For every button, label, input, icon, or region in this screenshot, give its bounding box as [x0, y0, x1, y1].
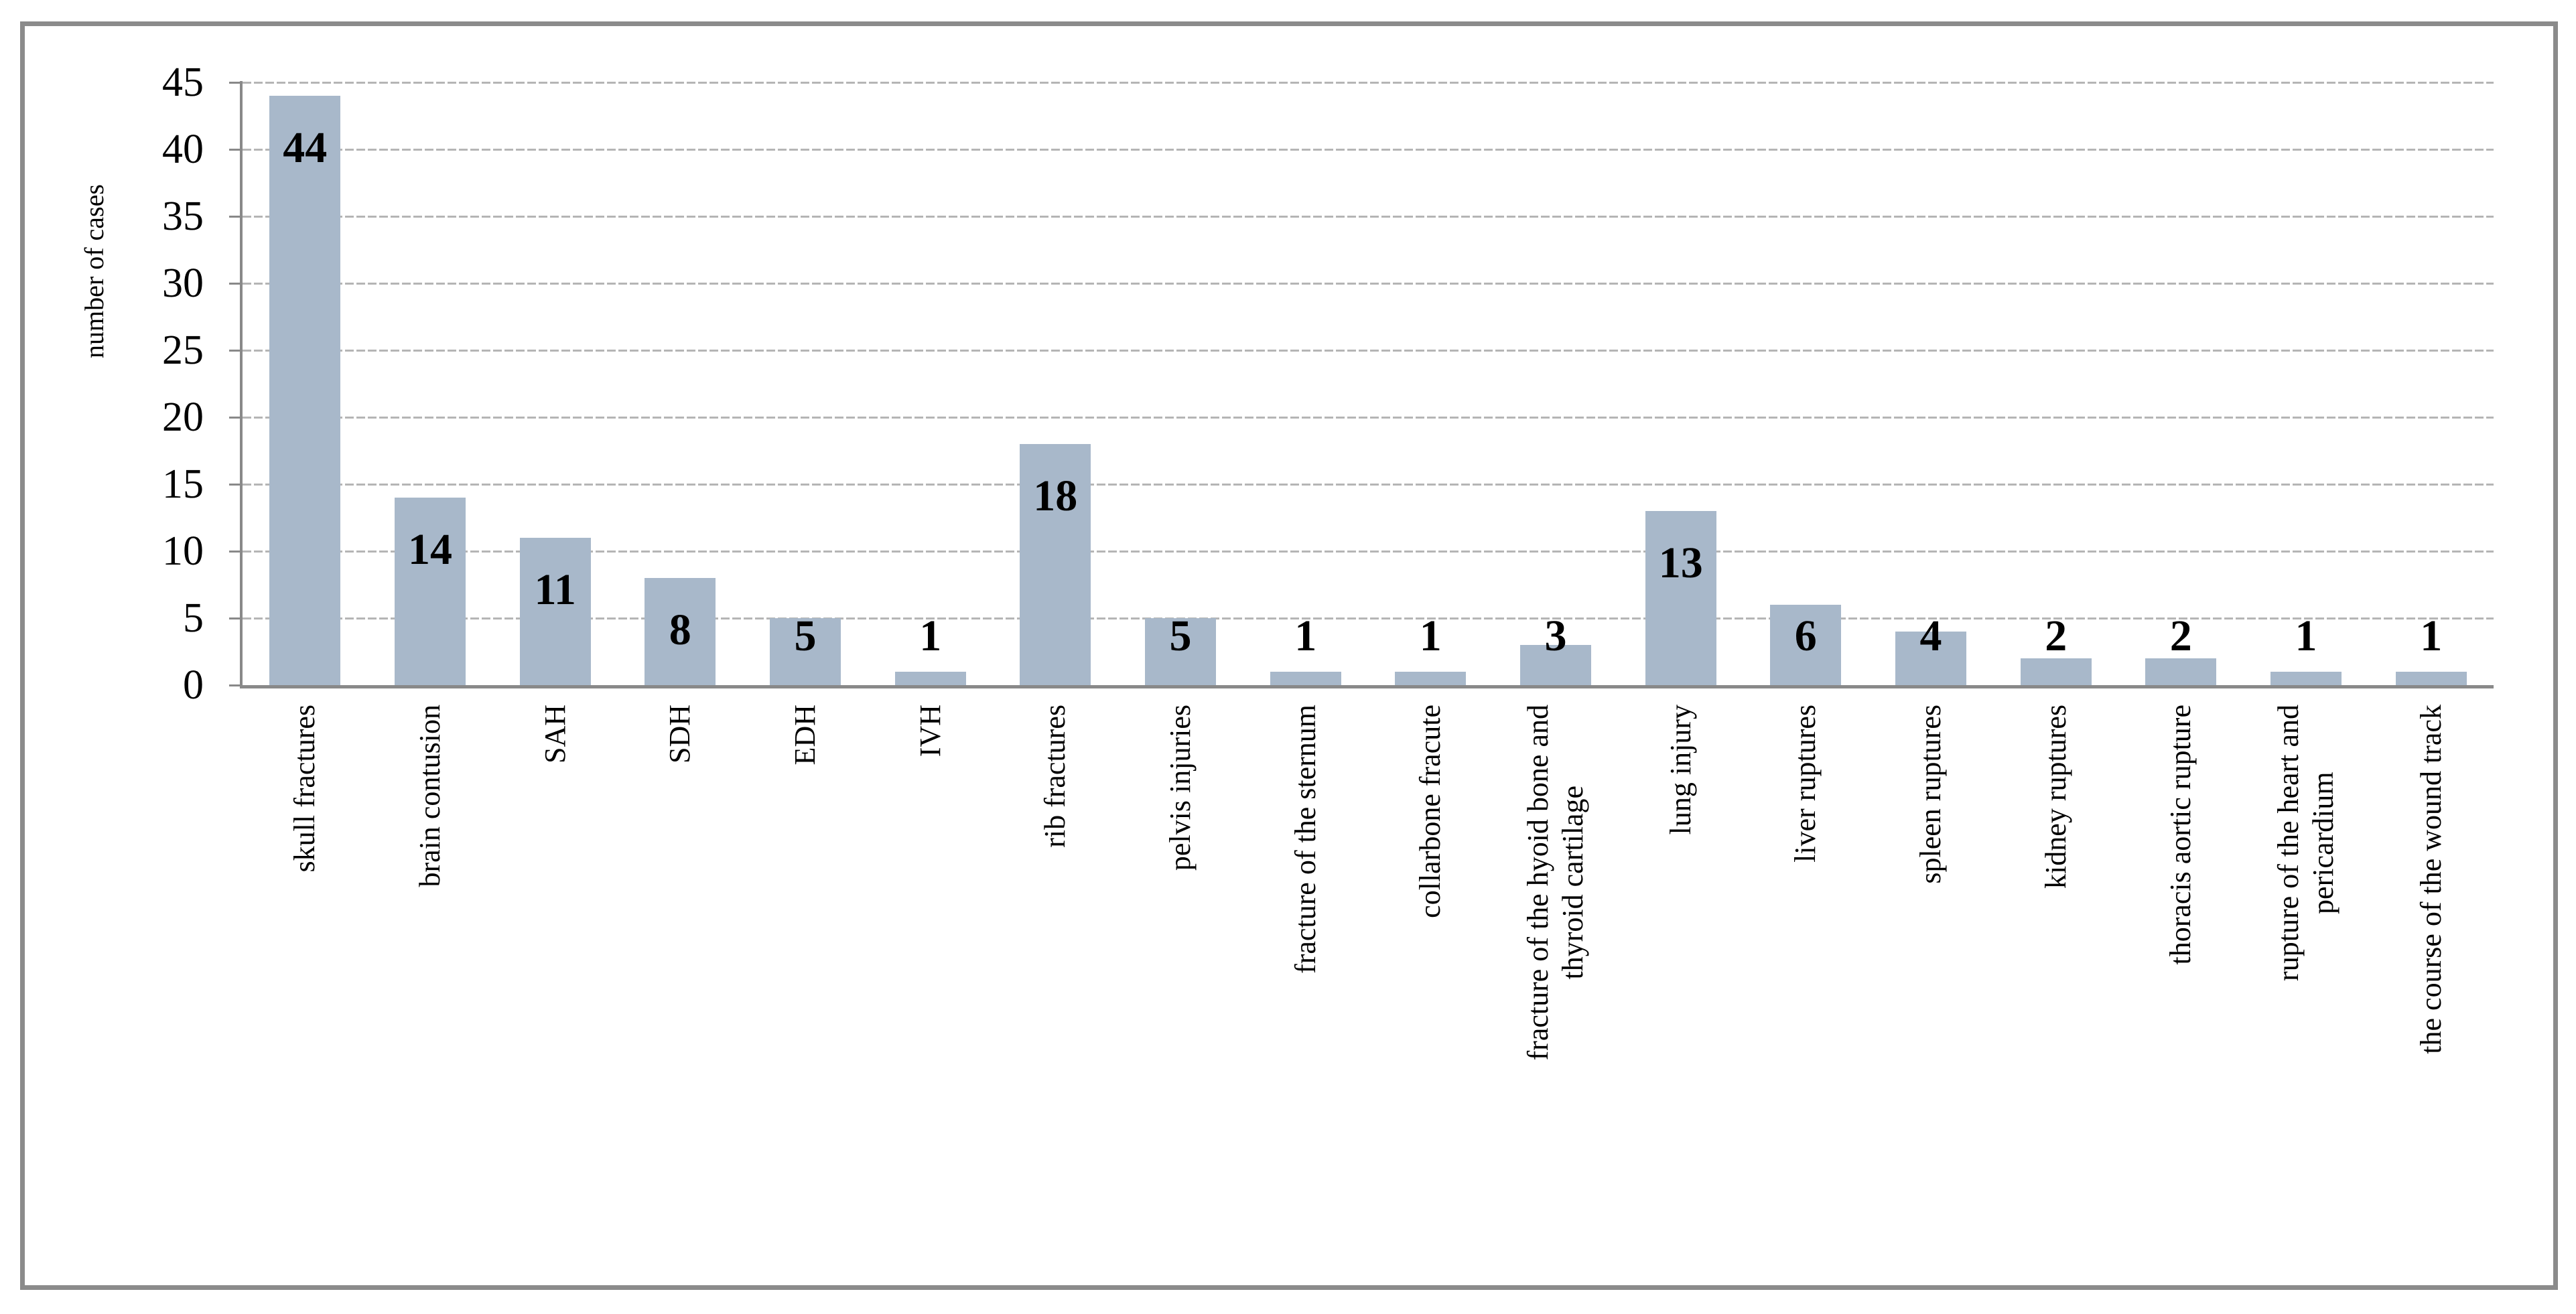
x-category-label: fracture of the hyoid bone and thyroid c… — [1521, 705, 1589, 1061]
x-category-label: rib fractures — [1038, 705, 1072, 848]
bar-value-label: 4 — [1919, 611, 1942, 660]
y-tick-label-0: 0 — [183, 662, 204, 708]
y-tick-label-20: 20 — [162, 394, 204, 440]
gridline-45 — [243, 82, 2494, 84]
bar — [1770, 605, 1842, 685]
y-tick-label-35: 35 — [162, 194, 204, 239]
bar-value-label: 6 — [1794, 611, 1817, 660]
bar-value-label: 11 — [534, 565, 576, 614]
x-axis-line — [240, 685, 2494, 688]
x-category-label: lung injury — [1664, 705, 1697, 835]
bar-value-label: 2 — [2045, 611, 2067, 660]
y-tick-mark-20 — [229, 417, 240, 419]
y-tick-mark-45 — [229, 82, 240, 84]
x-category-label: collarbone fracute — [1414, 705, 1447, 918]
bar — [2020, 658, 2092, 685]
y-tick-mark-10 — [229, 551, 240, 553]
y-tick-mark-40 — [229, 149, 240, 151]
bar — [645, 578, 716, 685]
bar — [1145, 618, 1216, 685]
x-category-label: fracture of the sternum — [1288, 705, 1322, 974]
y-tick-label-45: 45 — [162, 60, 204, 105]
bar — [1020, 444, 1091, 685]
gridline-35 — [243, 216, 2494, 218]
y-tick-label-30: 30 — [162, 261, 204, 306]
y-axis-line — [240, 81, 243, 686]
x-category-label: pelvis injuries — [1164, 705, 1197, 871]
y-tick-label-25: 25 — [162, 327, 204, 373]
bar — [1895, 632, 1966, 685]
bar-value-label: 5 — [1169, 611, 1192, 660]
bar — [1270, 672, 1341, 685]
y-tick-mark-25 — [229, 350, 240, 352]
gridline-15 — [243, 484, 2494, 486]
bar-value-label: 8 — [669, 605, 691, 654]
x-category-label: SDH — [663, 705, 697, 764]
bar-value-label: 18 — [1033, 471, 1078, 520]
bar-value-label: 1 — [2295, 611, 2317, 660]
y-tick-label-10: 10 — [162, 528, 204, 574]
x-category-label: skull fractures — [288, 705, 322, 873]
y-tick-mark-5 — [229, 617, 240, 619]
bar-value-label: 1 — [919, 611, 942, 660]
bar-value-label: 3 — [1544, 611, 1567, 660]
bar-value-label: 2 — [2169, 611, 2192, 660]
gridline-30 — [243, 283, 2494, 285]
x-category-label: brain contusion — [413, 705, 446, 887]
x-category-label: rupture of the heart and pericardium — [2272, 705, 2340, 981]
bar — [770, 618, 841, 685]
y-tick-label-40: 40 — [162, 127, 204, 172]
x-category-label: thoracis aortic rupture — [2164, 705, 2197, 965]
bar-value-label: 5 — [794, 611, 817, 660]
bar — [2270, 672, 2342, 685]
bar — [2145, 658, 2217, 685]
y-tick-mark-0 — [229, 684, 240, 686]
x-category-label: IVH — [913, 705, 947, 757]
y-tick-label-5: 5 — [183, 595, 204, 641]
y-tick-mark-15 — [229, 484, 240, 486]
gridline-10 — [243, 551, 2494, 553]
gridline-40 — [243, 149, 2494, 151]
bar — [2395, 672, 2467, 685]
bar — [1520, 645, 1591, 685]
gridline-5 — [243, 617, 2494, 619]
x-category-label: liver ruptures — [1789, 705, 1822, 863]
gridline-20 — [243, 417, 2494, 419]
x-category-label: kidney ruptures — [2039, 705, 2072, 889]
bar-value-label: 1 — [1294, 611, 1317, 660]
bar-value-label: 44 — [283, 123, 328, 172]
x-category-label: spleen ruptures — [1914, 705, 1947, 884]
x-category-label: SAH — [538, 705, 571, 764]
y-tick-label-15: 15 — [162, 461, 204, 507]
bar-value-label: 1 — [1419, 611, 1442, 660]
x-category-label: the course of the wound track — [2414, 705, 2447, 1054]
bar-value-label: 1 — [2420, 611, 2443, 660]
x-category-label: EDH — [789, 705, 821, 765]
bar — [519, 538, 591, 685]
bar — [395, 498, 466, 685]
bar-value-label: 14 — [408, 525, 452, 574]
bar — [894, 672, 966, 685]
y-tick-mark-35 — [229, 216, 240, 218]
bar — [1645, 511, 1716, 685]
gridline-25 — [243, 350, 2494, 352]
bar-value-label: 13 — [1658, 538, 1703, 587]
bar — [1395, 672, 1467, 685]
y-tick-mark-30 — [229, 283, 240, 285]
bar — [269, 96, 341, 685]
